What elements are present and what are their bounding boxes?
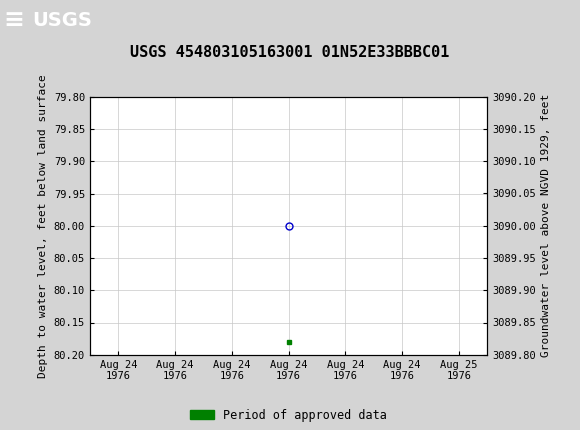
Y-axis label: Depth to water level, feet below land surface: Depth to water level, feet below land su… (38, 74, 48, 378)
Text: ≡: ≡ (3, 9, 24, 32)
Legend: Period of approved data: Period of approved data (186, 404, 392, 426)
Text: USGS 454803105163001 01N52E33BBBC01: USGS 454803105163001 01N52E33BBBC01 (130, 45, 450, 60)
Y-axis label: Groundwater level above NGVD 1929, feet: Groundwater level above NGVD 1929, feet (541, 94, 552, 357)
Text: USGS: USGS (32, 11, 92, 30)
